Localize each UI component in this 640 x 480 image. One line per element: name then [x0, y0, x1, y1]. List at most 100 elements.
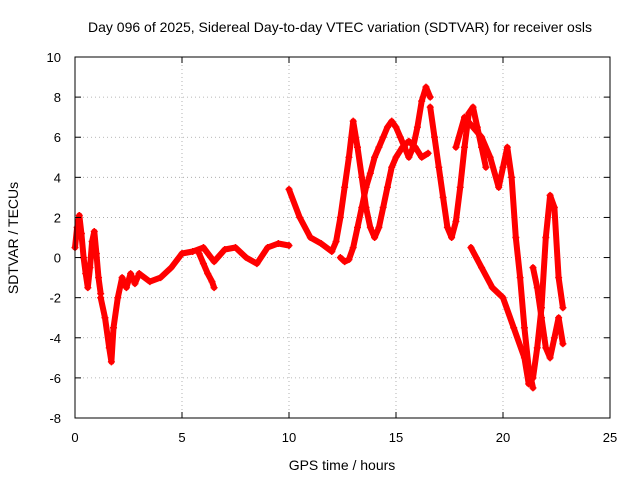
data-point	[495, 183, 503, 191]
data-point	[332, 238, 340, 246]
data-point	[388, 163, 396, 171]
y-tick-label: -4	[49, 331, 61, 346]
data-point	[210, 284, 218, 292]
data-point	[467, 244, 475, 252]
data-point	[452, 143, 460, 151]
data-point	[204, 270, 212, 278]
data-point	[478, 264, 486, 272]
data-point	[127, 270, 135, 278]
data-point	[135, 270, 143, 278]
data-point	[253, 260, 261, 268]
data-point	[520, 354, 528, 362]
data-point	[341, 258, 349, 266]
data-point	[97, 294, 105, 302]
data-point	[146, 278, 154, 286]
y-tick-label: 8	[54, 90, 61, 105]
x-tick-label: 5	[178, 430, 185, 445]
markers-s3	[135, 240, 293, 286]
data-point	[443, 223, 451, 231]
data-point	[77, 229, 85, 237]
data-point	[375, 143, 383, 151]
data-point	[478, 133, 486, 141]
data-point	[529, 374, 537, 382]
data-point	[353, 143, 361, 151]
data-point	[345, 153, 353, 161]
y-tick-labels: -8 -6 -4 -2 0 2 4 6 8 10	[47, 50, 61, 426]
data-point	[366, 223, 374, 231]
data-point	[306, 234, 314, 241]
data-point	[405, 137, 413, 145]
data-point	[465, 109, 473, 117]
data-point	[503, 143, 511, 151]
data-point	[84, 284, 92, 292]
data-point	[95, 274, 103, 282]
data-point	[426, 93, 434, 101]
data-point	[533, 284, 541, 292]
data-point	[274, 240, 282, 248]
chart-title: Day 096 of 2025, Sidereal Day-to-day VTE…	[88, 19, 592, 35]
data-point	[525, 380, 533, 388]
data-point	[178, 250, 186, 258]
data-point	[362, 183, 370, 191]
data-point	[396, 133, 404, 141]
data-point	[157, 274, 165, 282]
data-point	[189, 248, 197, 256]
data-point	[210, 258, 218, 266]
data-point	[101, 314, 109, 322]
markers-s9	[467, 191, 567, 388]
data-point	[529, 384, 537, 392]
markers-s7	[426, 103, 490, 241]
data-point	[90, 227, 98, 235]
data-point	[336, 213, 344, 221]
data-point	[546, 354, 554, 362]
data-point	[486, 153, 494, 161]
data-point	[285, 242, 293, 250]
data-point	[118, 274, 126, 282]
data-point	[550, 334, 558, 342]
data-point	[529, 264, 537, 272]
data-point	[418, 153, 426, 161]
data-point	[431, 133, 439, 141]
markers-s4	[195, 250, 218, 292]
data-point	[469, 123, 477, 131]
y-tick-label: -8	[49, 411, 61, 426]
y-tick-label: 10	[47, 50, 61, 65]
x-tick-label: 20	[496, 430, 510, 445]
data-point	[405, 153, 413, 161]
data-point	[555, 314, 563, 322]
data-point	[167, 264, 175, 272]
data-point	[546, 191, 554, 199]
tick-marks	[74, 56, 611, 419]
data-point	[131, 280, 139, 288]
data-point	[542, 344, 550, 352]
data-point	[525, 364, 533, 372]
series-s8	[452, 114, 536, 391]
data-point	[349, 117, 357, 125]
data-point	[538, 314, 546, 322]
data-point	[542, 234, 550, 241]
data-point	[392, 153, 400, 161]
x-tick-labels: 0 5 10 15 20 25	[71, 430, 617, 445]
data-point	[460, 113, 468, 121]
markers-s8	[452, 113, 537, 392]
series-s6	[337, 84, 434, 265]
data-point	[499, 294, 507, 302]
data-point	[208, 278, 216, 286]
data-point	[456, 183, 464, 191]
data-point	[418, 97, 426, 105]
data-point	[559, 340, 567, 348]
series-s7	[427, 104, 489, 241]
data-point	[221, 246, 229, 254]
plot-frame	[74, 56, 611, 419]
data-point	[336, 254, 344, 262]
data-point	[409, 143, 417, 151]
data-point	[435, 163, 443, 171]
markers-s10	[529, 264, 567, 362]
y-tick-label: 4	[54, 170, 61, 185]
data-point	[383, 123, 391, 131]
data-point	[424, 149, 432, 157]
data-point	[499, 163, 507, 171]
data-point	[242, 254, 250, 262]
data-point	[345, 256, 353, 264]
